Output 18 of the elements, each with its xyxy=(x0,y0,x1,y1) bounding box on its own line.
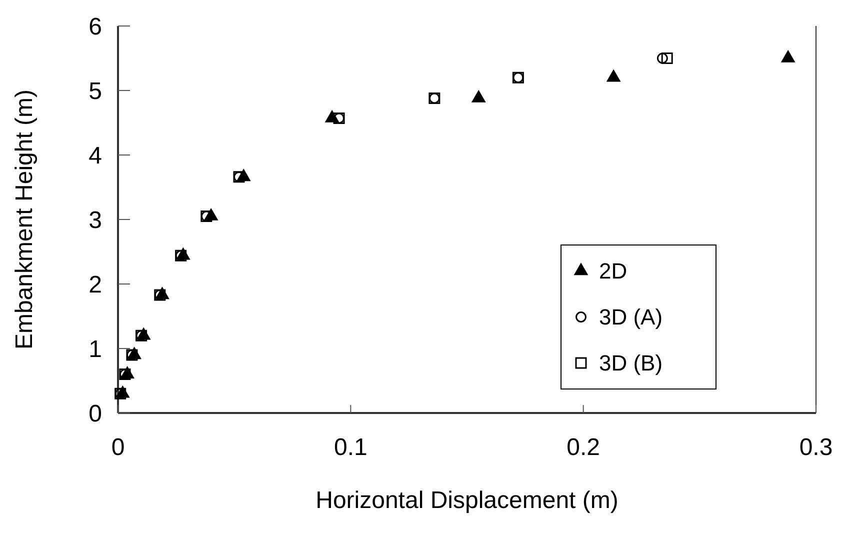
legend-label: 3D (B) xyxy=(599,350,663,376)
x-tick-label: 0.1 xyxy=(334,434,368,461)
y-tick-label: 0 xyxy=(88,400,102,428)
legend-label: 3D (A) xyxy=(599,304,663,330)
y-tick-label: 4 xyxy=(88,142,102,170)
x-tick-label: 0.2 xyxy=(566,434,600,461)
x-tick-label: 0 xyxy=(111,434,125,461)
y-tick-label: 2 xyxy=(88,271,102,298)
x-axis-title: Horizontal Displacement (m) xyxy=(316,487,618,514)
point xyxy=(661,52,673,64)
point xyxy=(656,52,668,64)
y-axis-title: Embankment Height (m) xyxy=(11,89,38,350)
y-tick-label: 1 xyxy=(88,336,102,363)
x-tick-label: 0.3 xyxy=(799,434,833,461)
y-tick-label: 3 xyxy=(88,206,102,234)
y-tick-label: 6 xyxy=(88,13,102,40)
legend-label: 2D xyxy=(599,258,628,284)
y-tick-label: 5 xyxy=(88,78,102,105)
